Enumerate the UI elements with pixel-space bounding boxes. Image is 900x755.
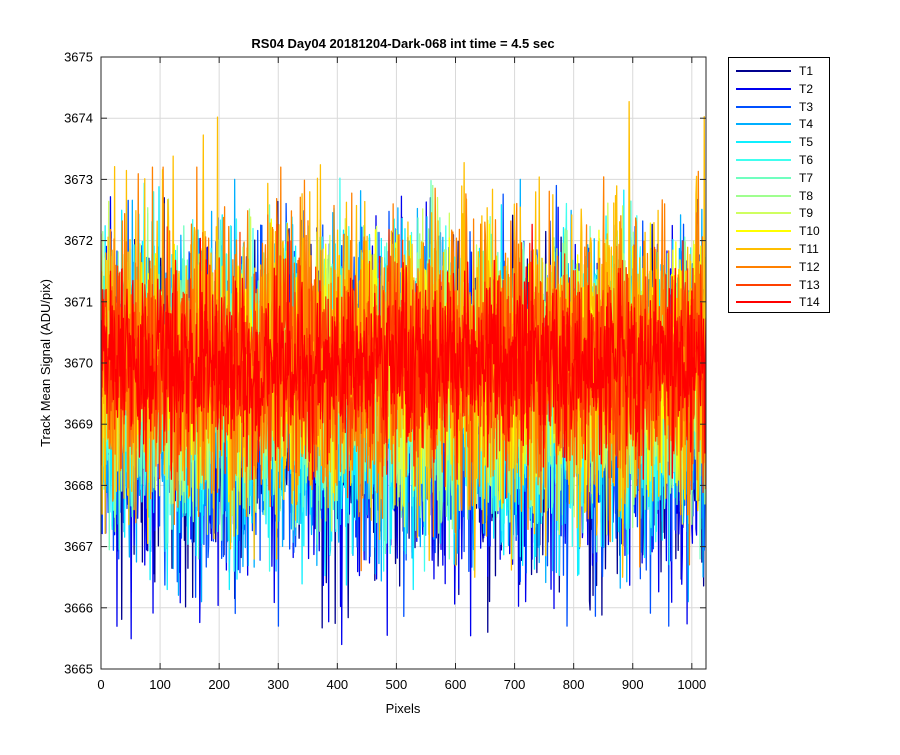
legend-label: T12 <box>799 259 820 274</box>
legend: T1 T2 T3 T4 T5 T6 T7 T8 T9 T10 T11 T12 T13 T14 <box>728 57 830 313</box>
legend-label: T8 <box>799 188 814 203</box>
legend-item-t6: T6 <box>729 151 829 169</box>
x-tick-label: 300 <box>267 677 289 692</box>
legend-label: T5 <box>799 135 814 150</box>
x-tick-label: 1000 <box>677 677 706 692</box>
y-tick-label: 3668 <box>64 478 93 493</box>
series-lines <box>101 101 706 646</box>
legend-label: T9 <box>799 206 814 221</box>
legend-swatch <box>736 176 791 179</box>
legend-item-t8: T8 <box>729 187 829 205</box>
y-tick-label: 3666 <box>64 600 93 615</box>
x-axis-label: Pixels <box>386 701 421 716</box>
y-tick-label: 3673 <box>64 172 93 187</box>
legend-item-t2: T2 <box>729 80 829 98</box>
legend-label: T6 <box>799 153 814 167</box>
legend-item-t13: T13 <box>729 276 829 294</box>
y-tick-label: 3675 <box>64 50 93 65</box>
legend-label: T3 <box>799 99 814 114</box>
legend-item-t5: T5 <box>729 133 829 151</box>
legend-item-t4: T4 <box>729 115 829 133</box>
legend-swatch <box>736 87 791 90</box>
x-tick-label: 700 <box>504 677 526 692</box>
y-tick-label: 3672 <box>64 233 93 248</box>
x-tick-label: 0 <box>97 677 104 692</box>
legend-label: T2 <box>799 81 814 96</box>
y-tick-label: 3667 <box>64 539 93 554</box>
x-tick-label: 500 <box>386 677 408 692</box>
x-tick-label: 600 <box>445 677 467 692</box>
legend-label: T7 <box>799 170 814 185</box>
legend-swatch <box>736 194 791 197</box>
x-tick-label: 100 <box>149 677 171 692</box>
legend-item-t10: T10 <box>729 222 829 240</box>
x-tick-label: 400 <box>326 677 348 692</box>
y-axis-label: Track Mean Signal (ADU/pix) <box>38 279 53 447</box>
legend-item-t1: T1 <box>729 62 829 80</box>
legend-label: T10 <box>799 224 820 239</box>
legend-label: T14 <box>799 295 820 310</box>
legend-swatch <box>736 141 791 144</box>
legend-swatch <box>736 123 791 126</box>
legend-swatch <box>736 105 791 108</box>
legend-label: T11 <box>799 242 819 256</box>
y-tick-label: 3669 <box>64 417 93 432</box>
legend-label: T4 <box>799 117 814 132</box>
legend-swatch <box>736 70 791 72</box>
legend-item-t14: T14 <box>729 293 829 311</box>
legend-item-t9: T9 <box>729 204 829 222</box>
legend-item-t3: T3 <box>729 98 829 116</box>
y-tick-label: 3665 <box>64 662 93 677</box>
y-tick-label: 3671 <box>64 294 93 309</box>
axis-ticks: 0 100 200 300 400 500 600 700 800 900 1000 3665 3666… <box>64 50 706 693</box>
y-tick-label: 3670 <box>64 356 93 371</box>
legend-swatch <box>736 283 791 286</box>
x-tick-label: 200 <box>208 677 230 692</box>
legend-swatch <box>736 159 791 161</box>
legend-label: T1 <box>799 64 814 78</box>
legend-item-t7: T7 <box>729 169 829 187</box>
legend-swatch <box>736 265 791 268</box>
y-tick-label: 3674 <box>64 111 93 126</box>
x-tick-label: 800 <box>563 677 585 692</box>
series-line-t14 <box>101 223 706 480</box>
legend-swatch <box>736 230 791 233</box>
legend-item-t12: T12 <box>729 258 829 276</box>
x-tick-label: 900 <box>622 677 644 692</box>
legend-item-t11: T11 <box>729 240 829 258</box>
legend-label: T13 <box>799 277 820 292</box>
legend-swatch <box>736 301 791 304</box>
chart-title: RS04 Day04 20181204-Dark-068 int time = … <box>251 36 554 51</box>
legend-swatch <box>736 212 791 215</box>
legend-swatch <box>736 248 791 250</box>
